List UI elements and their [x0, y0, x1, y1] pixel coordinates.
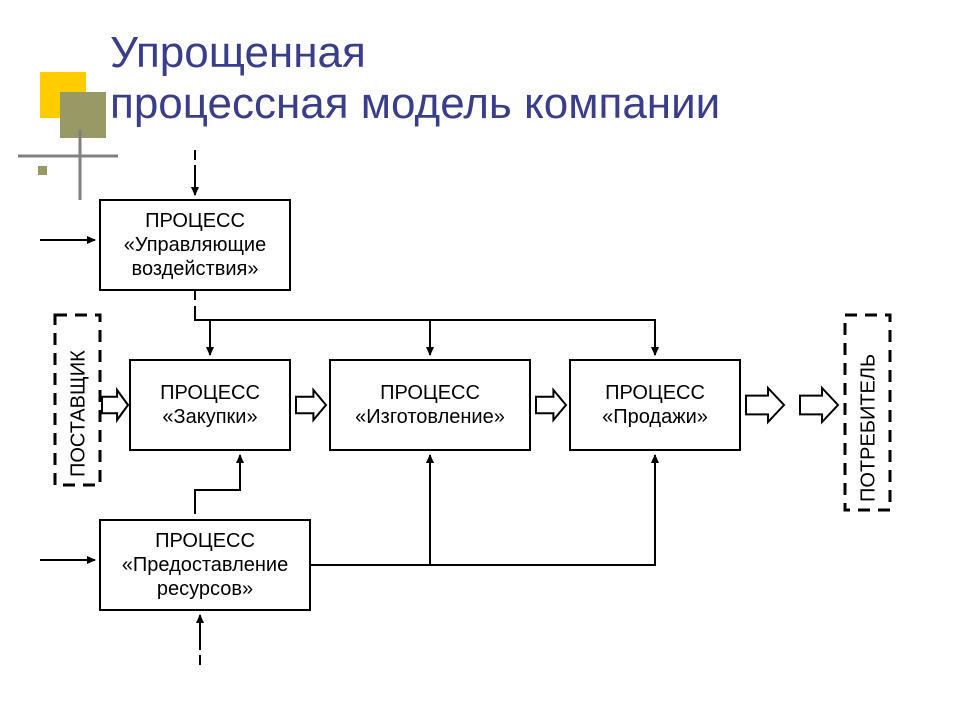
flow-arrow-3 — [746, 388, 784, 422]
node-control: ПРОЦЕСС«Управляющиевоздействия» — [100, 200, 290, 290]
supplier-box: ПОСТАВЩИК — [55, 315, 100, 485]
flow-arrow-1 — [296, 390, 326, 420]
flow-arrow-0 — [102, 390, 128, 420]
node-purchase-line1: «Закупки» — [162, 406, 257, 428]
node-resources: ПРОЦЕСС«Предоставлениересурсов» — [100, 520, 310, 610]
consumer-label: ПОТРЕБИТЕЛЬ — [858, 354, 880, 502]
node-resources-line1: «Предоставление — [122, 554, 288, 576]
ctrl-to-manufact — [195, 306, 430, 355]
node-control-line0: ПРОЦЕСС — [145, 210, 245, 232]
node-resources-line2: ресурсов» — [157, 578, 253, 600]
flow-arrow-4 — [800, 388, 838, 422]
node-manufact: ПРОЦЕСС«Изготовление» — [330, 360, 530, 450]
node-purchase-line0: ПРОЦЕСС — [160, 382, 260, 404]
node-sales: ПРОЦЕСС«Продажи» — [570, 360, 740, 450]
node-manufact-line1: «Изготовление» — [355, 406, 505, 428]
flow-arrow-2 — [536, 390, 566, 420]
res-to-manufact — [310, 455, 430, 565]
node-manufact-line0: ПРОЦЕСС — [380, 382, 480, 404]
node-purchase: ПРОЦЕСС«Закупки» — [130, 360, 290, 450]
node-resources-line0: ПРОЦЕСС — [155, 530, 255, 552]
ctrl-to-sales — [195, 306, 655, 355]
process-diagram: ПОСТАВЩИК ПОТРЕБИТЕЛЬ ПРОЦЕСС«Управляющи… — [0, 0, 960, 720]
res-to-sales — [310, 455, 655, 565]
slide: Упрощенная процессная модель компании ПО… — [0, 0, 960, 720]
ctrl-to-purchase — [195, 306, 210, 355]
node-sales-line1: «Продажи» — [602, 406, 708, 428]
res-to-purchase — [195, 455, 240, 504]
supplier-label: ПОСТАВЩИК — [68, 350, 90, 477]
node-sales-line0: ПРОЦЕСС — [605, 382, 705, 404]
consumer-box: ПОТРЕБИТЕЛЬ — [845, 315, 890, 510]
node-control-line2: воздействия» — [132, 258, 259, 280]
node-control-line1: «Управляющие — [124, 234, 266, 256]
